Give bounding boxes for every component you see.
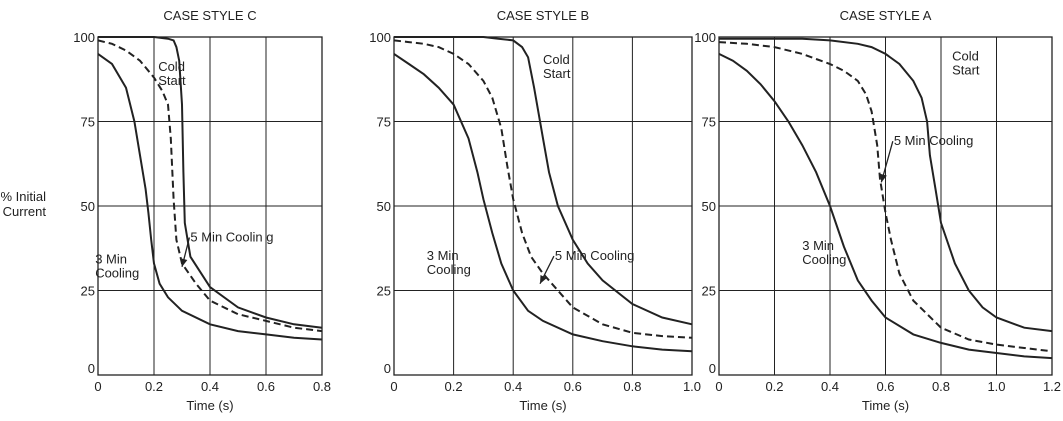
series-line-1	[393, 53, 693, 353]
annotation-label: 3 Min	[427, 248, 459, 263]
chart-title: CASE STYLE A	[840, 8, 932, 23]
annotation-label: Cooling	[95, 265, 139, 280]
annotation-label: Start	[158, 73, 186, 88]
y-tick-label: 50	[702, 199, 716, 214]
y-tick-label: 0	[709, 361, 716, 376]
annotation-label: Start	[543, 66, 571, 81]
y-tick-label: 100	[369, 30, 391, 45]
x-tick-label: 1.2	[1043, 379, 1061, 394]
annotation-arrowhead	[180, 258, 188, 267]
x-tick-label: 0	[94, 379, 101, 394]
annotation-label: Cooling	[802, 252, 846, 267]
x-tick-label: 1.0	[987, 379, 1005, 394]
x-tick-label: 0	[715, 379, 722, 394]
x-tick-label: 0.2	[765, 379, 783, 394]
plot-frame	[718, 36, 1053, 376]
annotation-label: 3 Min	[95, 251, 127, 266]
annotation-label: 5 Min Coolin g	[190, 229, 273, 244]
annotation-label: Start	[952, 63, 980, 78]
x-tick-label: 0	[390, 379, 397, 394]
annotation-label: 5 Min Cooling	[555, 248, 635, 263]
x-tick-label: 0.8	[932, 379, 950, 394]
x-tick-label: 1.0	[683, 379, 701, 394]
chart-panel-3: CASE STYLE A 0 0.2 0.4 0.6 0.8 1.0 1.2 0 25 50 75 10…	[694, 8, 1061, 413]
y-tick-label: 0	[88, 361, 95, 376]
series-line-1	[718, 53, 1053, 360]
chart-panel-1: CASE STYLE C 0 0.2 0.4 0.6 0.8 0 25 50 75 100 Time …	[73, 8, 331, 413]
y-tick-label: 100	[694, 30, 716, 45]
series-line-2	[718, 41, 1053, 353]
annotation-label: Cold	[952, 49, 979, 64]
series-line-1	[97, 53, 323, 341]
x-tick-label: 0.2	[145, 379, 163, 394]
x-tick-label: 0.8	[313, 379, 331, 394]
annotation-label: Cold	[543, 52, 570, 67]
y-tick-label: 75	[702, 115, 716, 130]
x-axis-label: Time (s)	[186, 398, 233, 413]
x-tick-label: 0.6	[876, 379, 894, 394]
y-tick-label: 75	[377, 115, 391, 130]
annotation-label: Cooling	[427, 262, 471, 277]
plot-frame	[393, 36, 693, 376]
x-tick-label: 0.4	[201, 379, 219, 394]
x-tick-label: 0.6	[257, 379, 275, 394]
x-tick-label: 0.4	[504, 379, 522, 394]
annotation-label: Cold	[158, 59, 185, 74]
y-tick-label: 75	[81, 115, 95, 130]
y-axis-label-line: Current	[3, 204, 47, 219]
annotation-label: 3 Min	[802, 238, 834, 253]
x-tick-label: 0.2	[445, 379, 463, 394]
series-line-3	[394, 36, 693, 326]
x-tick-label: 0.6	[564, 379, 582, 394]
y-tick-label: 50	[377, 199, 391, 214]
annotation-arrowhead	[540, 275, 547, 284]
series-line-3	[719, 37, 1053, 333]
series-line-2	[393, 39, 693, 339]
series-line-2	[97, 39, 323, 333]
y-tick-label: 25	[702, 284, 716, 299]
x-axis-label: Time (s)	[519, 398, 566, 413]
chart-title: CASE STYLE B	[497, 8, 589, 23]
y-tick-label: 100	[73, 30, 95, 45]
y-tick-label: 25	[377, 284, 391, 299]
chart-title: CASE STYLE C	[163, 8, 256, 23]
plot-frame	[97, 36, 323, 376]
y-axis-label-line: % Initial	[0, 189, 46, 204]
series-line-3	[98, 36, 323, 329]
y-tick-label: 50	[81, 199, 95, 214]
x-axis-label: Time (s)	[862, 398, 909, 413]
annotation-label: 5 Min Cooling	[894, 133, 974, 148]
x-tick-label: 0.8	[623, 379, 641, 394]
y-tick-label: 0	[384, 361, 391, 376]
y-tick-label: 25	[81, 284, 95, 299]
chart-panel-2: CASE STYLE B 0 0.2 0.4 0.6 0.8 1.0 0 25 50 75 100 Ti…	[369, 8, 701, 413]
x-tick-label: 0.4	[821, 379, 839, 394]
annotation-arrowhead	[880, 173, 887, 183]
